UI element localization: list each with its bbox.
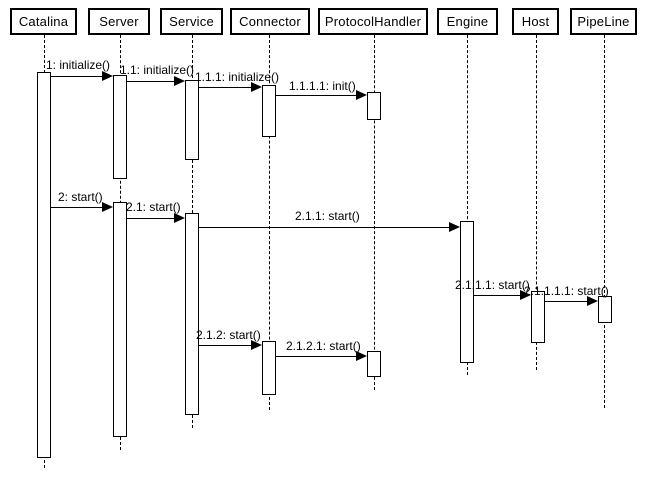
lifeline-connector — [269, 35, 270, 410]
participant-pipeline: PipeLine — [570, 8, 637, 35]
lifeline-host — [536, 35, 537, 370]
participant-server: Server — [88, 8, 150, 35]
activation-service-start — [185, 213, 199, 415]
message-line — [127, 81, 176, 82]
participant-label: ProtocolHandler — [324, 14, 422, 29]
participant-label: Connector — [239, 14, 301, 29]
participant-connector: Connector — [230, 8, 310, 35]
message-label: 1.1.1: initialize() — [195, 70, 280, 84]
lifeline-pipeline — [604, 35, 605, 408]
message-label: 2.1.2.1: start() — [286, 339, 361, 353]
message-label: 1: initialize() — [46, 58, 111, 72]
activation-connector-init — [262, 85, 276, 137]
message-line — [474, 295, 523, 296]
message-line — [276, 356, 358, 357]
message-line — [545, 301, 589, 302]
activation-catalina — [37, 72, 51, 458]
activation-engine-start — [460, 221, 474, 363]
message-line — [199, 227, 451, 228]
participant-engine: Engine — [437, 8, 498, 35]
message-line — [51, 207, 104, 208]
activation-server-init — [113, 75, 127, 179]
message-line — [51, 76, 104, 77]
participant-protocolhandler: ProtocolHandler — [318, 8, 428, 35]
message-arrowhead — [356, 351, 367, 361]
message-line — [199, 87, 253, 88]
message-label: 2: start() — [58, 190, 103, 204]
activation-pipeline-start — [598, 296, 612, 323]
participant-label: Server — [99, 14, 139, 29]
lifeline-engine — [467, 35, 468, 375]
message-arrowhead — [587, 296, 598, 306]
activation-protocolhandler-init — [367, 92, 381, 120]
message-label: 2.1: start() — [126, 200, 181, 214]
message-arrowhead — [174, 213, 185, 223]
participant-label: Service — [169, 14, 214, 29]
activation-protocolhandler-start — [367, 351, 381, 377]
message-label: 1.1.1.1: init() — [289, 79, 356, 93]
participant-catalina: Catalina — [10, 8, 77, 35]
activation-server-start — [113, 202, 127, 437]
participant-label: PipeLine — [577, 14, 630, 29]
message-label: 2.1.2: start() — [196, 328, 261, 342]
participant-service: Service — [160, 8, 223, 35]
message-line — [199, 345, 253, 346]
message-arrowhead — [174, 76, 185, 86]
message-arrowhead — [102, 71, 113, 81]
activation-service-init — [185, 80, 199, 160]
message-arrowhead — [356, 90, 367, 100]
message-line — [276, 95, 358, 96]
message-arrowhead — [102, 202, 113, 212]
message-label: 2.1.1.1: start() — [455, 278, 530, 292]
activation-host-start — [531, 291, 545, 343]
lifeline-protocolhandler — [374, 35, 375, 390]
participant-label: Engine — [446, 14, 489, 29]
message-line — [127, 218, 176, 219]
participant-label: Catalina — [18, 14, 69, 29]
message-label: 2.1.1: start() — [295, 209, 360, 223]
participant-label: Host — [521, 14, 550, 29]
activation-connector-start — [262, 341, 276, 395]
message-arrowhead — [520, 290, 531, 300]
message-label: 1.1: initialize() — [120, 63, 195, 77]
participant-host: Host — [512, 8, 559, 35]
message-arrowhead — [449, 222, 460, 232]
message-label: 2.1.1.1.1: start() — [524, 284, 609, 298]
message-arrowhead — [251, 340, 262, 350]
message-arrowhead — [251, 82, 262, 92]
